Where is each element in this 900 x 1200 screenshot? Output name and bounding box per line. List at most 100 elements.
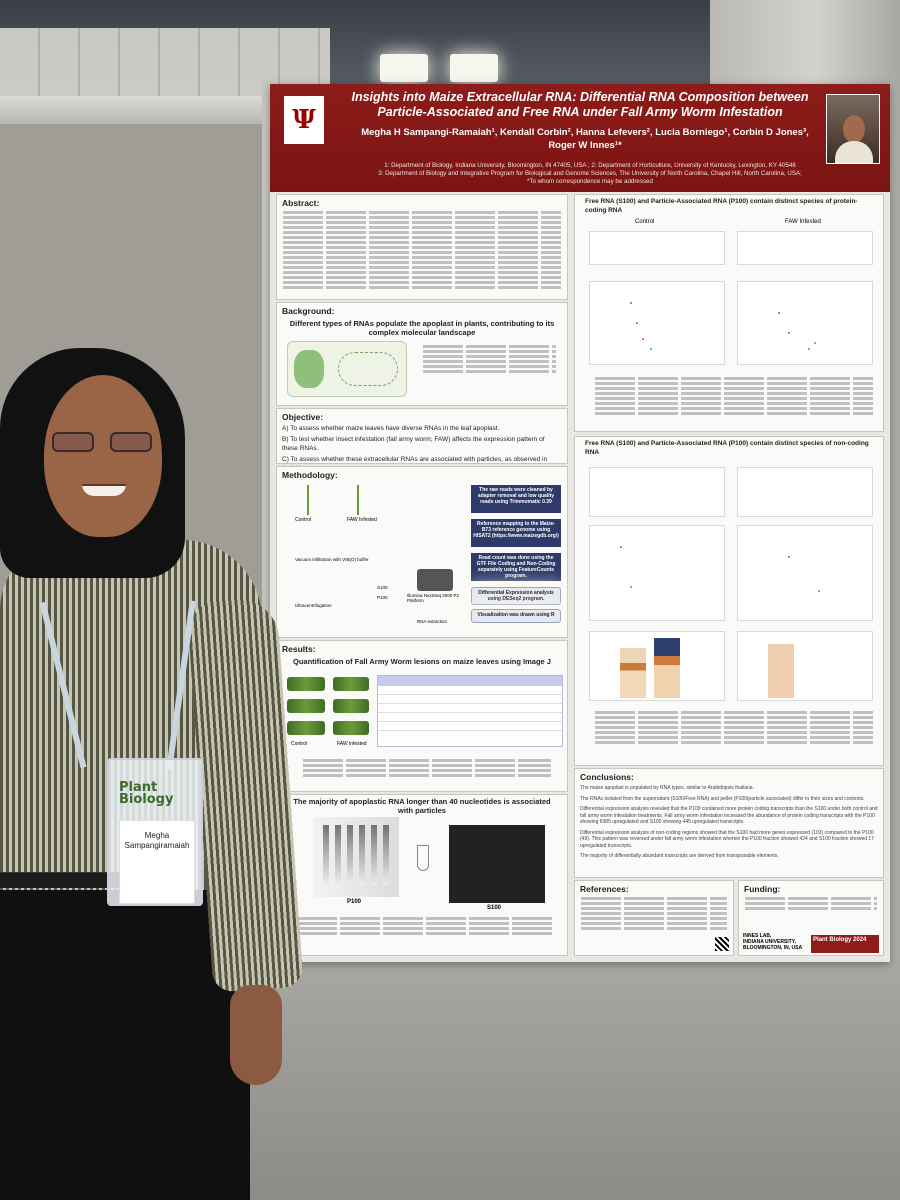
poster-authors: Megha H Sampangi-Ramaiah¹, Kendall Corbi… — [360, 126, 810, 152]
plant-biology-logo: Plant Biology 2024 — [811, 935, 879, 953]
qr-code — [715, 937, 729, 951]
method-s100-label: S100 — [377, 585, 388, 590]
method-p100-label: P100 — [377, 595, 388, 600]
conclusions-section: Conclusions: The maize apoplast is popul… — [574, 768, 884, 878]
sequencer-icon — [417, 569, 453, 591]
results-section: Results: Quantification of Fall Army Wor… — [276, 640, 568, 792]
methodology-section: Methodology: Control FAW Infested Vacuum… — [276, 466, 568, 638]
method-sequencer-label: Illumina NextSeq 2000 P2 Platform — [407, 593, 460, 603]
title-line-2: Particle-Associated and Free RNA under F… — [377, 105, 783, 119]
author-photo — [826, 94, 880, 164]
gel-image-s100 — [449, 825, 545, 903]
method-ultra-label: Ultracentrifugation — [295, 603, 332, 608]
volcano-plot-c2 — [589, 525, 725, 621]
iu-logo: Ψ — [284, 96, 324, 144]
references-heading: References: — [580, 884, 629, 894]
method-rna-label: RNA extraction — [417, 619, 448, 624]
funding-section: Funding: INNES LAB, INDIANA UNIVERSITY, … — [738, 880, 884, 956]
gel-p100-label: P100 — [347, 899, 362, 905]
gel-title: The majority of apoplastic RNA longer th… — [293, 797, 551, 815]
plant-biology-logo-text: Plant Biology — [813, 937, 852, 943]
gel-s100-label: S100 — [487, 905, 502, 911]
affil-line-2: 3: Department of Biology and Integrative… — [378, 170, 802, 177]
non-coding-section: Free RNA (S100) and Particle-Associated … — [574, 436, 884, 766]
lab-line-2: INDIANA UNIVERSITY, — [743, 939, 796, 945]
smile — [82, 484, 126, 496]
poster-frame — [262, 80, 272, 980]
pca-plot-a — [589, 231, 725, 265]
results-control-label: Control — [291, 741, 308, 747]
references-section: References: — [574, 880, 734, 956]
method-step-2: Reference mapping to the Maize- B73 refe… — [471, 519, 561, 547]
conclusion-1: The maize apoplast is populated by RNA t… — [580, 785, 754, 791]
poster-title: Insights into Maize Extracellular RNA: D… — [340, 90, 820, 120]
objective-heading: Objective: — [282, 412, 324, 422]
ceiling-light — [380, 54, 428, 82]
volcano-plot-d2 — [737, 525, 873, 621]
conclusion-4: Differential expression analysis of non-… — [580, 829, 874, 849]
badge-name-line-1: Megha — [144, 831, 170, 840]
leaf-image — [333, 699, 369, 713]
results-faw-label: FAW infested — [337, 741, 367, 747]
method-control-label: Control — [295, 517, 312, 523]
badge-card: Megha Sampangiramaiah — [119, 820, 195, 904]
objective-b: B) To test whether insect infestation (f… — [282, 436, 545, 452]
lab-credit: INNES LAB, INDIANA UNIVERSITY, BLOOMINGT… — [743, 933, 802, 951]
authors-line-2: Roger W Innes¹* — [548, 140, 622, 151]
leaf-image — [287, 699, 325, 713]
pca-plot-a2 — [589, 467, 725, 517]
abstract-section: Abstract: — [276, 194, 568, 300]
methodology-heading: Methodology: — [282, 470, 338, 480]
eyeglasses — [52, 432, 158, 454]
research-poster: Ψ Insights into Maize Extracellular RNA:… — [270, 84, 890, 962]
background-subtitle: Different types of RNAs populate the apo… — [289, 319, 555, 337]
method-step-4: Differential Expression analysis using D… — [471, 587, 561, 605]
objective-a: A) To assess whether maize leaves have d… — [282, 425, 500, 432]
method-vacuum-label: Vacuum infiltration with VIB(O) buffer — [295, 557, 369, 562]
pc-faw-label: FAW Infested — [785, 219, 821, 225]
badge-name-line-2: Sampangiramaiah — [124, 841, 190, 850]
title-line-1: Insights into Maize Extracellular RNA: D… — [351, 90, 809, 104]
pca-plot-b2 — [737, 467, 873, 517]
pc-control-label: Control — [635, 219, 655, 225]
funding-heading: Funding: — [744, 884, 781, 894]
volcano-plot-c — [589, 281, 725, 365]
bar-plot-e — [589, 631, 725, 701]
booth-rail — [0, 96, 270, 124]
method-step-1: The raw reads were cleaned by adapter re… — [471, 485, 561, 513]
conclusion-2: The RNAs isolated from the supernatant (… — [580, 795, 865, 802]
method-faw-label: FAW Infested — [347, 517, 377, 523]
lesion-table — [377, 675, 563, 747]
lab-line-1: INNES LAB, — [743, 933, 772, 939]
background-section: Background: Different types of RNAs popu… — [276, 302, 568, 406]
poster-header: Ψ Insights into Maize Extracellular RNA:… — [270, 84, 890, 192]
results-subtitle: Quantification of Fall Army Worm lesions… — [293, 657, 551, 666]
pca-plot-b — [737, 231, 873, 265]
protein-coding-section: Free RNA (S100) and Particle-Associated … — [574, 194, 884, 432]
gel-section: The majority of apoplastic RNA longer th… — [276, 794, 568, 956]
conclusions-heading: Conclusions: — [580, 772, 634, 782]
method-step-3: Read count was done using the GTF File C… — [471, 553, 561, 581]
leaf-image — [287, 677, 325, 691]
bar-plot-f — [737, 631, 873, 701]
conclusion-3: Differential expression analysis reveale… — [580, 806, 878, 825]
tube-icon — [417, 845, 429, 871]
hand — [230, 985, 282, 1085]
method-step-5: Visualization was drawn using R — [471, 609, 561, 623]
face — [44, 375, 162, 537]
abstract-heading: Abstract: — [282, 198, 320, 208]
name-badge: Plant Biology Megha Sampangiramaiah — [107, 758, 203, 906]
leaf-image — [333, 677, 369, 691]
protein-coding-title: Free RNA (S100) and Particle-Associated … — [585, 198, 858, 214]
leaf-image — [333, 721, 369, 735]
leaf-image — [287, 721, 325, 735]
non-coding-title: Free RNA (S100) and Particle-Associated … — [585, 440, 869, 456]
lab-line-3: BLOOMINGTON, IN, USA — [743, 945, 803, 951]
conclusion-5: The majority of differentially abundant … — [580, 853, 779, 859]
plant-biology-year: 2024 — [853, 937, 867, 943]
affil-line-1: 1: Department of Biology, Indiana Univer… — [384, 162, 796, 169]
ceiling-light — [450, 54, 498, 82]
background-heading: Background: — [282, 306, 335, 316]
objective-section: Objective: A) To assess whether maize le… — [276, 408, 568, 472]
